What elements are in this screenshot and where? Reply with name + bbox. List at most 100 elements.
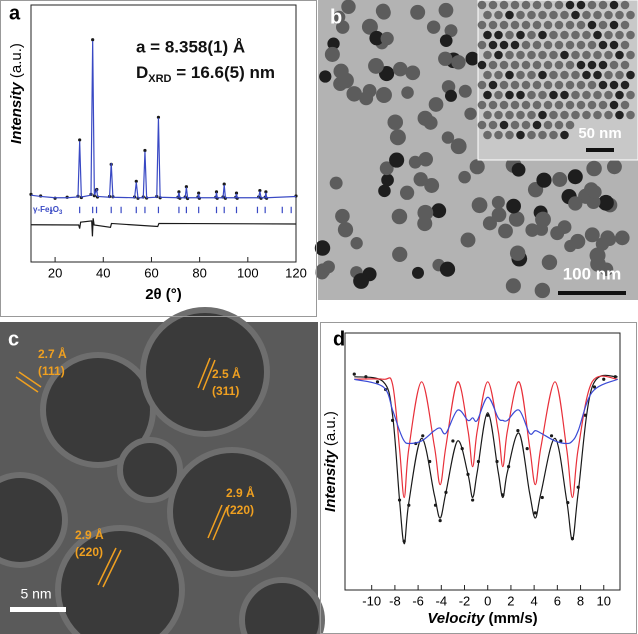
particle [560,90,569,100]
particle [491,207,507,223]
x-tick-label: -10 [362,593,381,608]
scale-label: 100 nm [563,264,622,283]
data-point [540,495,544,500]
particle [626,110,635,120]
data-line [30,218,297,237]
x-label-italic: Velocity [427,610,485,627]
hrtem-particles [0,307,325,634]
particle [565,80,575,90]
particle [560,110,569,120]
particle [464,107,477,120]
particle [477,40,487,50]
x-tick-label: 2 [507,593,514,608]
particle [615,30,624,40]
particle [361,18,378,35]
ann-sub: XRD [148,73,171,85]
particle [506,198,521,214]
particle [532,80,542,90]
particle [543,60,553,70]
particle [392,246,408,263]
particle [527,130,536,140]
particle [538,70,547,80]
particle [488,0,498,10]
particle [424,178,440,193]
particle [571,30,580,40]
particle [391,208,408,225]
particle [380,31,394,46]
particle [615,110,624,120]
data-point [184,185,188,189]
particle [576,0,586,10]
plot-frame [344,332,621,591]
particle [117,437,183,503]
particle [536,172,552,188]
particle [604,10,613,20]
particle [393,61,408,77]
annotation: (111) [38,364,65,378]
particle [369,30,384,46]
particle [532,100,542,110]
particle [483,90,492,100]
particle [527,70,536,80]
particle [441,131,455,144]
data-point [91,38,95,42]
particle [494,70,503,80]
particle [510,60,520,70]
particle [615,10,624,20]
x-axis-label: 2θ (°) [145,286,182,303]
data-point [92,194,96,198]
data-point [177,190,181,194]
particle [499,100,509,110]
data-point [156,115,161,119]
panel-label: b [330,6,342,28]
particle [571,50,580,60]
particle [505,90,514,100]
particle [431,203,447,219]
particle [488,60,498,70]
particle [376,87,392,103]
particle [521,80,531,90]
particle [532,120,542,130]
particle [560,30,569,40]
data-point [549,434,554,438]
particle [587,80,597,90]
data-point [234,191,239,195]
particle [543,40,553,50]
particle [521,20,531,30]
data-point [143,148,147,153]
particle [554,60,564,70]
annotation: 2.9 Å [226,485,255,500]
particle [626,10,635,20]
particle [381,173,394,187]
particle [582,50,591,60]
particle [327,37,340,50]
scale-bar [558,291,626,295]
ann-part: D [136,63,148,82]
particle [401,86,414,99]
particle [516,10,525,20]
particle [571,70,580,80]
particle [460,232,476,248]
particle [458,84,472,98]
particle [593,10,602,20]
particle [505,70,514,80]
particle [511,162,526,177]
particle [510,0,520,10]
particle [458,170,471,184]
particle [516,110,525,120]
data-line [354,378,618,445]
particle [0,472,68,568]
particle [494,30,503,40]
particle [598,194,614,211]
particle [527,50,536,60]
particle [560,50,569,60]
x-tick-label: 0 [484,593,491,608]
particle [335,208,350,224]
particle [465,51,480,66]
particle [565,40,575,50]
phase-part: 3 [59,210,63,216]
particle [571,110,580,120]
particle [488,100,498,110]
particle [589,247,606,264]
particle [554,0,564,10]
